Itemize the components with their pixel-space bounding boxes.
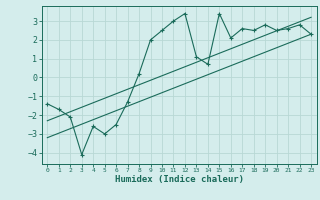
X-axis label: Humidex (Indice chaleur): Humidex (Indice chaleur)	[115, 175, 244, 184]
